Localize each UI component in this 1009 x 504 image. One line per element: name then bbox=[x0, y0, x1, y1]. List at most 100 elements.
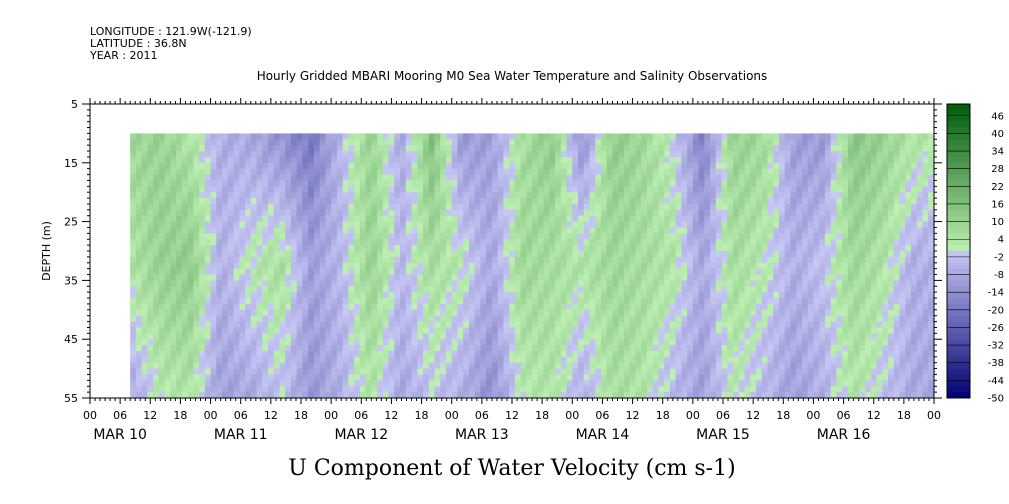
heatmap-cell bbox=[664, 145, 671, 152]
heatmap-cell bbox=[572, 380, 579, 387]
heatmap-cell bbox=[153, 298, 160, 305]
heatmap-cell bbox=[153, 245, 160, 252]
heatmap-cell bbox=[135, 162, 143, 170]
heatmap-cell bbox=[371, 256, 378, 264]
heatmap-cell bbox=[308, 374, 315, 381]
heatmap-cell bbox=[486, 162, 493, 170]
heatmap-cell bbox=[612, 350, 619, 358]
heatmap-cell bbox=[721, 368, 728, 375]
heatmap-cell bbox=[652, 221, 659, 228]
heatmap-cell bbox=[181, 392, 189, 399]
heatmap-cell bbox=[233, 315, 240, 323]
heatmap-cell bbox=[491, 239, 499, 246]
heatmap-cell bbox=[181, 151, 189, 158]
heatmap-cell bbox=[400, 274, 407, 281]
heatmap-cell bbox=[382, 251, 390, 258]
heatmap-cell bbox=[572, 233, 579, 240]
heatmap-cell bbox=[675, 356, 682, 364]
heatmap-cell bbox=[359, 327, 367, 334]
heatmap-cell bbox=[635, 268, 642, 276]
heatmap-cell bbox=[503, 286, 510, 293]
heatmap-cell bbox=[273, 362, 280, 370]
heatmap-cell bbox=[411, 239, 418, 246]
heatmap-cell bbox=[336, 303, 344, 311]
heatmap-cell bbox=[555, 215, 562, 223]
heatmap-cell bbox=[560, 386, 568, 393]
heatmap-cell bbox=[612, 227, 619, 234]
heatmap-cell bbox=[405, 345, 413, 352]
heatmap-cell bbox=[698, 321, 705, 328]
heatmap-cell bbox=[245, 309, 252, 317]
heatmap-cell bbox=[710, 139, 717, 146]
heatmap-cell bbox=[400, 215, 407, 223]
heatmap-cell bbox=[176, 292, 183, 299]
heatmap-cell bbox=[342, 215, 349, 223]
heatmap-cell bbox=[245, 286, 252, 293]
heatmap-cell bbox=[365, 268, 372, 276]
heatmap-cell bbox=[600, 339, 608, 346]
heatmap-cell bbox=[331, 239, 338, 246]
heatmap-cell bbox=[199, 251, 206, 258]
heatmap-cell bbox=[744, 139, 751, 146]
heatmap-cell bbox=[245, 239, 252, 246]
heatmap-cell bbox=[273, 209, 280, 217]
heatmap-cell bbox=[440, 239, 447, 246]
heatmap-cell bbox=[727, 392, 734, 399]
heatmap-cell bbox=[486, 303, 493, 311]
heatmap-cell bbox=[285, 309, 292, 317]
heatmap-cell bbox=[440, 327, 447, 334]
heatmap-cell bbox=[704, 186, 711, 193]
heatmap-cell bbox=[158, 298, 166, 305]
heatmap-cell bbox=[158, 286, 166, 293]
heatmap-cell bbox=[698, 174, 705, 181]
heatmap-cell bbox=[417, 192, 424, 199]
heatmap-cell bbox=[451, 350, 458, 358]
heatmap-cell bbox=[308, 362, 315, 370]
heatmap-cell bbox=[658, 350, 665, 358]
heatmap-cell bbox=[233, 362, 240, 370]
heatmap-cell bbox=[526, 192, 533, 199]
heatmap-cell bbox=[181, 180, 189, 187]
heatmap-cell bbox=[606, 333, 613, 340]
heatmap-cell bbox=[371, 209, 378, 217]
heatmap-cell bbox=[463, 174, 470, 181]
heatmap-cell bbox=[555, 233, 562, 240]
heatmap-cell bbox=[135, 268, 143, 276]
heatmap-cell bbox=[497, 192, 504, 199]
heatmap-cell bbox=[480, 298, 487, 305]
heatmap-cell bbox=[239, 227, 246, 234]
heatmap-cell bbox=[153, 315, 160, 323]
heatmap-cell bbox=[359, 362, 367, 370]
heatmap-cell bbox=[348, 215, 355, 223]
heatmap-cell bbox=[738, 151, 746, 158]
heatmap-cell bbox=[377, 192, 384, 199]
heatmap-cell bbox=[187, 151, 194, 158]
heatmap-cell bbox=[296, 274, 303, 281]
heatmap-cell bbox=[400, 239, 407, 246]
heatmap-cell bbox=[405, 274, 413, 281]
heatmap-cell bbox=[153, 233, 160, 240]
heatmap-cell bbox=[463, 345, 470, 352]
heatmap-cell bbox=[176, 151, 183, 158]
heatmap-cell bbox=[578, 180, 585, 187]
heatmap-cell bbox=[560, 368, 568, 375]
heatmap-cell bbox=[710, 151, 717, 158]
heatmap-cell bbox=[600, 268, 608, 276]
heatmap-cell bbox=[756, 203, 763, 211]
heatmap-cell bbox=[164, 262, 171, 270]
heatmap-cell bbox=[411, 139, 418, 146]
heatmap-cell bbox=[411, 192, 418, 199]
heatmap-cell bbox=[388, 209, 395, 217]
heatmap-cell bbox=[583, 380, 591, 387]
heatmap-cell bbox=[612, 239, 619, 246]
heatmap-cell bbox=[595, 298, 602, 305]
heatmap-cell bbox=[698, 339, 705, 346]
heatmap-cell bbox=[623, 186, 631, 193]
heatmap-cell bbox=[744, 151, 751, 158]
heatmap-cell bbox=[267, 203, 275, 211]
heatmap-cell bbox=[210, 321, 217, 328]
heatmap-cell bbox=[451, 203, 458, 211]
heatmap-cell bbox=[606, 192, 613, 199]
heatmap-cell bbox=[285, 233, 292, 240]
heatmap-cell bbox=[560, 145, 568, 152]
